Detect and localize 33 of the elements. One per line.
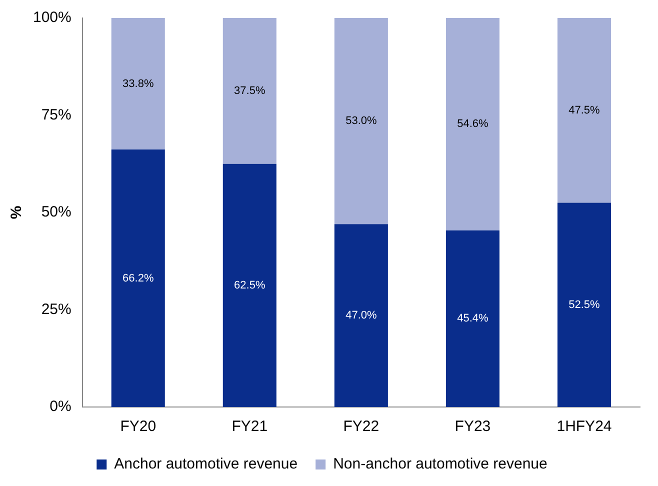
data-label: 47.0%: [346, 310, 377, 322]
bar: [334, 18, 388, 224]
bar: [222, 164, 276, 407]
data-label: 53.0%: [346, 115, 377, 128]
y-axis-title: %: [8, 206, 26, 220]
x-tick-label: FY20: [120, 418, 156, 436]
x-tick-label: 1HFY24: [556, 418, 612, 436]
bar: [446, 230, 500, 407]
bar: [334, 224, 388, 407]
legend-label: Non-anchor automotive revenue: [333, 456, 548, 473]
data-label: 45.4%: [457, 312, 489, 325]
y-tick-label: 0%: [50, 398, 72, 416]
bar: [222, 18, 276, 164]
y-tick-label: 75%: [41, 106, 72, 124]
bar: [557, 18, 612, 203]
bar: [111, 18, 165, 150]
data-label: 47.5%: [568, 104, 600, 116]
data-label: 62.5%: [234, 279, 266, 292]
data-label: 66.2%: [122, 272, 154, 284]
x-tick-label: FY22: [343, 418, 380, 436]
data-label: 54.6%: [457, 118, 489, 130]
data-label: 33.8%: [122, 78, 154, 90]
y-tick-label: 25%: [41, 300, 72, 318]
bar: [557, 202, 612, 407]
x-tick-label: FY21: [232, 418, 268, 436]
y-tick-label: 50%: [41, 204, 72, 221]
bar: [111, 149, 165, 407]
legend-label: Anchor automotive revenue: [114, 456, 298, 473]
y-tick-label: 100%: [32, 9, 72, 26]
data-label: 52.5%: [568, 298, 600, 311]
bar: [446, 18, 500, 230]
data-label: 37.5%: [234, 84, 266, 97]
x-tick-label: FY23: [454, 418, 491, 436]
